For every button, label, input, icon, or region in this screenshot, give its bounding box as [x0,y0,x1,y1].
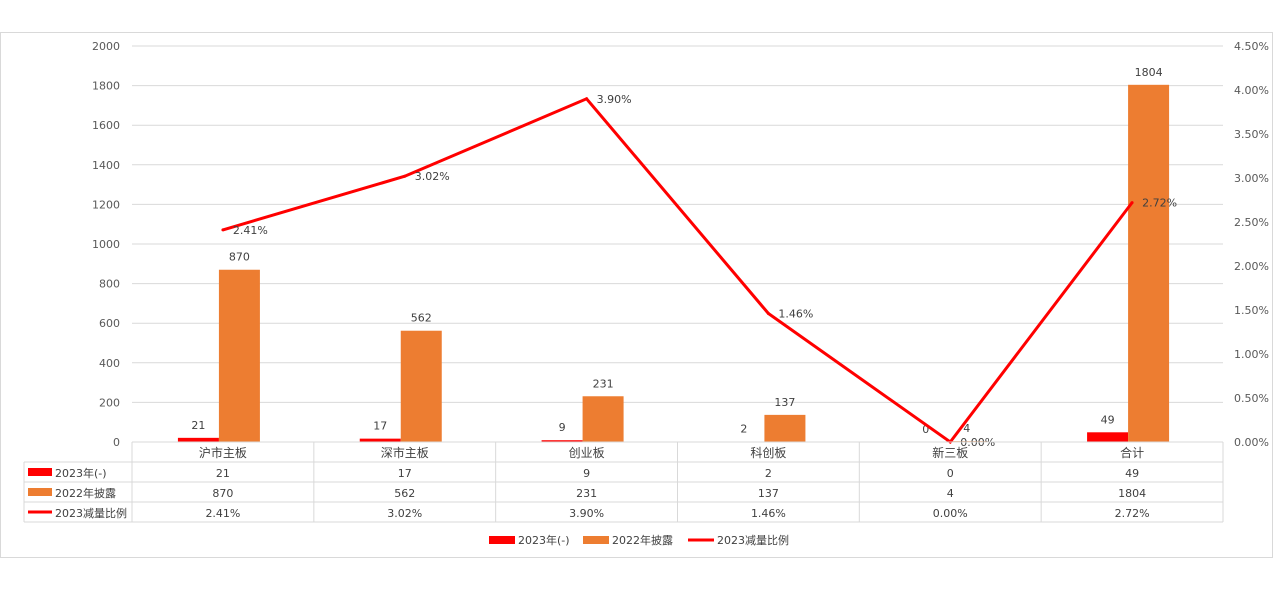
table-legend-key [28,488,52,496]
legend-key [583,536,609,544]
table-cell: 0 [947,467,954,480]
bar-data-label: 562 [411,312,432,325]
bar-2023 [1087,432,1129,442]
table-cell: 2.72% [1115,507,1150,520]
left-axis-tick: 1200 [92,198,120,211]
line-data-label: 3.90% [597,93,632,106]
category-label: 创业板 [569,446,605,460]
table-cell: 562 [394,487,415,500]
right-axis-tick: 1.50% [1234,304,1269,317]
left-axis-tick: 2000 [92,40,120,53]
bar-data-label: 0 [922,423,929,436]
table-cell: 17 [398,467,412,480]
bar-data-label: 231 [593,377,614,390]
table-legend-key [28,468,52,476]
category-label: 深市主板 [381,445,429,460]
right-axis-tick: 3.00% [1234,172,1269,185]
bar-2023 [541,440,583,442]
line-data-label: 1.46% [778,308,813,321]
table-cell: 9 [583,467,590,480]
bar-2022 [764,414,806,442]
left-axis-tick: 600 [99,317,120,330]
bar-data-label: 4 [963,422,970,435]
line-point [766,312,770,316]
legend-label: 2023年(-) [518,533,570,547]
category-label: 科创板 [750,446,786,460]
bar-2023 [177,437,219,442]
line-point [1130,201,1134,205]
category-label: 沪市主板 [199,445,247,460]
bar-2022 [218,269,260,442]
table-cell: 2 [765,467,772,480]
bar-2022 [400,330,442,442]
bar-2022 [582,396,624,442]
table-cell: 3.90% [569,507,604,520]
left-axis-tick: 200 [99,396,120,409]
legend-label: 2022年披露 [612,533,673,547]
table-cell: 2.41% [205,507,240,520]
table-row-header: 2023年(-) [55,466,107,480]
bar-2022 [1128,84,1170,443]
bar-data-label: 2 [740,423,747,436]
table-cell: 4 [947,487,954,500]
line-point [221,228,225,232]
right-axis-tick: 1.00% [1234,348,1269,361]
right-axis-tick: 2.00% [1234,260,1269,273]
table-cell: 870 [212,487,233,500]
table-cell: 231 [576,487,597,500]
table-cell: 137 [758,487,779,500]
bar-data-label: 17 [373,420,387,433]
right-axis-tick: 2.50% [1234,216,1269,229]
table-cell: 21 [216,467,230,480]
right-axis-tick: 4.50% [1234,40,1269,53]
line-data-label: 2.72% [1142,197,1177,210]
line-point [403,174,407,178]
table-cell: 3.02% [387,507,422,520]
table-cell: 1.46% [751,507,786,520]
right-axis-tick: 0.00% [1234,436,1269,449]
table-row-header: 2022年披露 [55,486,116,500]
ratio-line [222,96,1134,445]
right-axis-tick: 3.50% [1234,128,1269,141]
table-cell: 0.00% [933,507,968,520]
bar-data-label: 21 [191,419,205,432]
bar-data-label: 9 [559,421,566,434]
left-axis-tick: 1600 [92,119,120,132]
bar-data-label: 1804 [1135,66,1163,79]
chart-frame [0,32,1273,558]
bar-2023 [359,438,401,442]
right-axis-tick: 0.50% [1234,392,1269,405]
bar-data-label: 870 [229,251,250,264]
left-axis-tick: 0 [113,436,120,449]
left-axis-tick: 800 [99,278,120,291]
category-label: 合计 [1120,445,1144,460]
line-point [585,97,589,101]
bar-data-label: 137 [774,396,795,409]
left-axis-tick: 400 [99,357,120,370]
legend-label: 2023减量比例 [717,533,789,547]
table-cell: 49 [1125,467,1139,480]
table-cell: 1804 [1118,487,1146,500]
line-data-label: 3.02% [415,170,450,183]
bar-data-label: 49 [1101,413,1115,426]
category-label: 新三板 [932,445,968,460]
table-row-header: 2023减量比例 [55,506,127,520]
legend-key [489,536,515,544]
line-data-label: 2.41% [233,224,268,237]
left-axis-tick: 1000 [92,238,120,251]
right-axis-tick: 4.00% [1234,84,1269,97]
left-axis-tick: 1800 [92,80,120,93]
left-axis-tick: 1400 [92,159,120,172]
